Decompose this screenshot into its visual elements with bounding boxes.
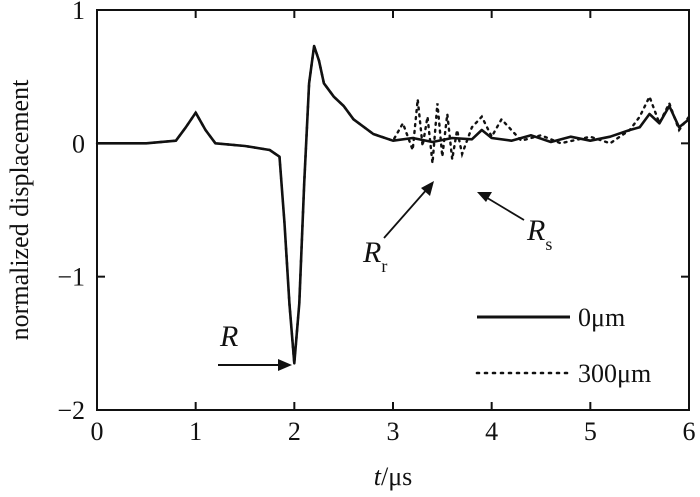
x-axis-ticks: 0 1 2 3 4 5 6 bbox=[91, 10, 696, 446]
annotation-Rr-arrow-head bbox=[421, 181, 434, 196]
annotation-Rs-main: R bbox=[526, 214, 545, 247]
series-line-0um bbox=[97, 44, 690, 365]
y-tick-label: −2 bbox=[57, 396, 85, 425]
x-tick-label: 2 bbox=[288, 417, 301, 446]
annotation-Rr-arrow-line bbox=[383, 187, 429, 239]
x-axis-label: t/μs bbox=[374, 462, 413, 491]
annotation-Rr: Rr bbox=[362, 236, 387, 276]
legend-label-0um: 0μm bbox=[578, 303, 625, 332]
x-axis-label-unit: /μs bbox=[381, 462, 412, 491]
legend: 0μm 300μm bbox=[475, 303, 651, 388]
legend-label-300um: 300μm bbox=[578, 359, 651, 388]
y-axis-label: normalized displacement bbox=[5, 79, 34, 340]
annotation-Rr-main: R bbox=[362, 236, 381, 269]
x-tick-label: 4 bbox=[485, 417, 498, 446]
y-axis-ticks: 1 0 −1 −2 bbox=[57, 0, 689, 425]
x-tick-label: 3 bbox=[387, 417, 400, 446]
annotation-Rr-sub: r bbox=[381, 256, 387, 276]
series-layer bbox=[95, 44, 691, 365]
annotation-R-arrow-head bbox=[278, 359, 292, 371]
y-tick-label: 0 bbox=[72, 129, 85, 158]
annotation-R: R bbox=[219, 320, 238, 353]
x-tick-label: 0 bbox=[91, 417, 104, 446]
y-tick-label: −1 bbox=[57, 263, 85, 292]
annotation-Rs-arrow-head bbox=[477, 192, 492, 202]
x-tick-label: 6 bbox=[683, 417, 696, 446]
x-axis-label-var: t bbox=[374, 462, 382, 491]
x-tick-label: 1 bbox=[189, 417, 202, 446]
plot-frame bbox=[96, 9, 690, 411]
y-tick-label: 1 bbox=[72, 0, 85, 25]
annotation-Rs-arrow-line bbox=[483, 195, 525, 221]
annotation-Rs: Rs bbox=[526, 214, 552, 254]
annotation-Rs-sub: s bbox=[545, 234, 552, 254]
x-tick-label: 5 bbox=[584, 417, 597, 446]
